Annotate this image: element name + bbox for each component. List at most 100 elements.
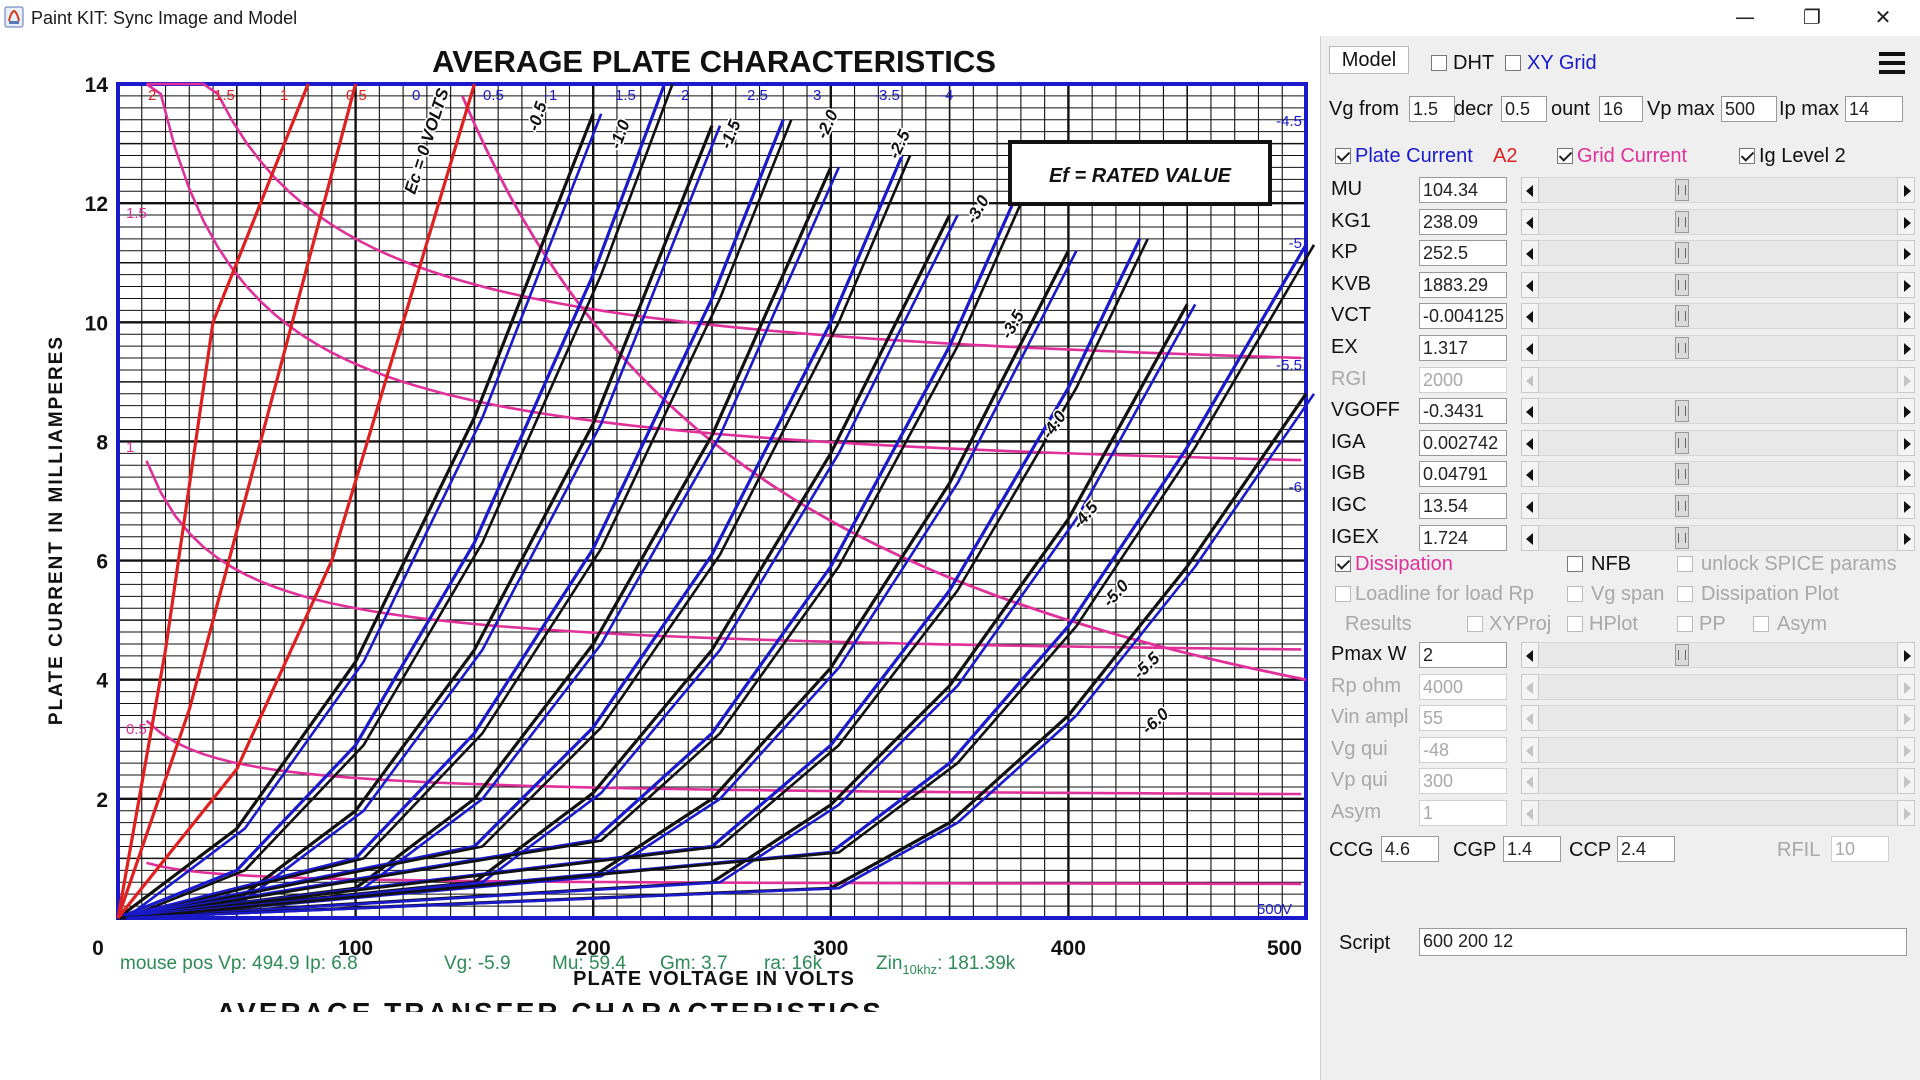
slider-right-arrow-icon[interactable] [1897,673,1915,700]
param-slider[interactable] [1521,271,1915,298]
slider-thumb[interactable] [1675,210,1689,233]
slider-right-arrow-icon[interactable] [1897,208,1915,235]
grid-current-checkbox[interactable] [1557,148,1573,164]
param-value-field[interactable]: 13.54 [1419,493,1507,519]
slider-right-arrow-icon[interactable] [1897,705,1915,732]
loadline-checkbox[interactable] [1335,586,1351,602]
slider-track[interactable] [1539,335,1897,361]
slider-left-arrow-icon[interactable] [1521,240,1539,267]
param-value-field[interactable]: 1 [1419,800,1507,826]
slider-left-arrow-icon[interactable] [1521,429,1539,456]
slider-thumb[interactable] [1675,463,1689,486]
slider-right-arrow-icon[interactable] [1897,461,1915,488]
slider-thumb[interactable] [1675,242,1689,265]
slider-right-arrow-icon[interactable] [1897,271,1915,298]
slider-right-arrow-icon[interactable] [1897,303,1915,330]
plot-area[interactable]: AVERAGE PLATE CHARACTERISTICS PLATE CURR… [0,36,1320,1080]
param-value-field[interactable]: 2 [1419,642,1507,668]
slider-thumb[interactable] [1675,526,1689,549]
param-value-field[interactable]: 1883.29 [1419,271,1507,298]
slider-left-arrow-icon[interactable] [1521,768,1539,795]
param-value-field[interactable]: 1.724 [1419,524,1507,551]
param-slider[interactable] [1521,705,1915,732]
pp-checkbox[interactable] [1677,616,1693,632]
slider-left-arrow-icon[interactable] [1521,493,1539,519]
param-slider[interactable] [1521,240,1915,267]
param-slider[interactable] [1521,461,1915,488]
vg-from-field[interactable]: 1.5 [1409,96,1455,122]
count-field[interactable]: 16 [1599,96,1643,122]
slider-thumb[interactable] [1675,273,1689,296]
slider-left-arrow-icon[interactable] [1521,642,1539,668]
slider-left-arrow-icon[interactable] [1521,736,1539,763]
slider-track[interactable] [1539,642,1897,668]
param-slider[interactable] [1521,429,1915,456]
cgp-field[interactable]: 1.4 [1503,836,1561,862]
vp-max-field[interactable]: 500 [1721,96,1777,122]
slider-right-arrow-icon[interactable] [1897,800,1915,826]
slider-track[interactable] [1539,271,1897,298]
plate-current-checkbox[interactable] [1335,148,1351,164]
param-value-field[interactable]: 4000 [1419,673,1507,700]
param-value-field[interactable]: -0.3431 [1419,398,1507,425]
slider-track[interactable] [1539,705,1897,732]
param-slider[interactable] [1521,642,1915,668]
ccg-field[interactable]: 4.6 [1381,836,1439,862]
rfil-field[interactable]: 10 [1831,836,1889,862]
slider-thumb[interactable] [1675,400,1689,423]
slider-thumb[interactable] [1675,495,1689,517]
dht-checkbox[interactable] [1431,55,1447,71]
slider-track[interactable] [1539,768,1897,795]
xyproj-checkbox[interactable] [1467,616,1483,632]
param-value-field[interactable]: 104.34 [1419,177,1507,203]
param-value-field[interactable]: -48 [1419,736,1507,763]
param-value-field[interactable]: 252.5 [1419,240,1507,267]
param-slider[interactable] [1521,800,1915,826]
slider-track[interactable] [1539,461,1897,488]
slider-track[interactable] [1539,800,1897,826]
slider-left-arrow-icon[interactable] [1521,366,1539,393]
slider-track[interactable] [1539,240,1897,267]
slider-track[interactable] [1539,177,1897,203]
param-slider[interactable] [1521,208,1915,235]
dissipation-plot-checkbox[interactable] [1677,586,1693,602]
slider-right-arrow-icon[interactable] [1897,736,1915,763]
slider-thumb[interactable] [1675,179,1689,201]
slider-thumb[interactable] [1675,337,1689,359]
slider-thumb[interactable] [1675,431,1689,454]
slider-right-arrow-icon[interactable] [1897,493,1915,519]
slider-thumb[interactable] [1675,644,1689,666]
param-slider[interactable] [1521,177,1915,203]
slider-left-arrow-icon[interactable] [1521,673,1539,700]
param-slider[interactable] [1521,398,1915,425]
slider-right-arrow-icon[interactable] [1897,429,1915,456]
param-value-field[interactable]: 238.09 [1419,208,1507,235]
slider-right-arrow-icon[interactable] [1897,335,1915,361]
param-value-field[interactable]: -0.004125 [1419,303,1507,330]
param-slider[interactable] [1521,335,1915,361]
slider-left-arrow-icon[interactable] [1521,524,1539,551]
param-slider[interactable] [1521,366,1915,393]
slider-right-arrow-icon[interactable] [1897,398,1915,425]
param-value-field[interactable]: 0.04791 [1419,461,1507,488]
slider-right-arrow-icon[interactable] [1897,524,1915,551]
param-slider[interactable] [1521,493,1915,519]
slider-track[interactable] [1539,366,1897,393]
slider-right-arrow-icon[interactable] [1897,366,1915,393]
xy-grid-checkbox[interactable] [1505,55,1521,71]
slider-track[interactable] [1539,429,1897,456]
slider-left-arrow-icon[interactable] [1521,461,1539,488]
hplot-checkbox[interactable] [1567,616,1583,632]
vg-span-checkbox[interactable] [1567,586,1583,602]
param-slider[interactable] [1521,736,1915,763]
minimize-button[interactable]: — [1735,5,1755,29]
param-value-field[interactable]: 0.002742 [1419,429,1507,456]
ig-level-checkbox[interactable] [1739,148,1755,164]
ip-max-field[interactable]: 14 [1845,96,1903,122]
slider-left-arrow-icon[interactable] [1521,303,1539,330]
slider-track[interactable] [1539,303,1897,330]
param-slider[interactable] [1521,673,1915,700]
slider-thumb[interactable] [1675,305,1689,328]
nfb-checkbox[interactable] [1567,556,1583,572]
model-button[interactable]: Model [1329,46,1409,74]
